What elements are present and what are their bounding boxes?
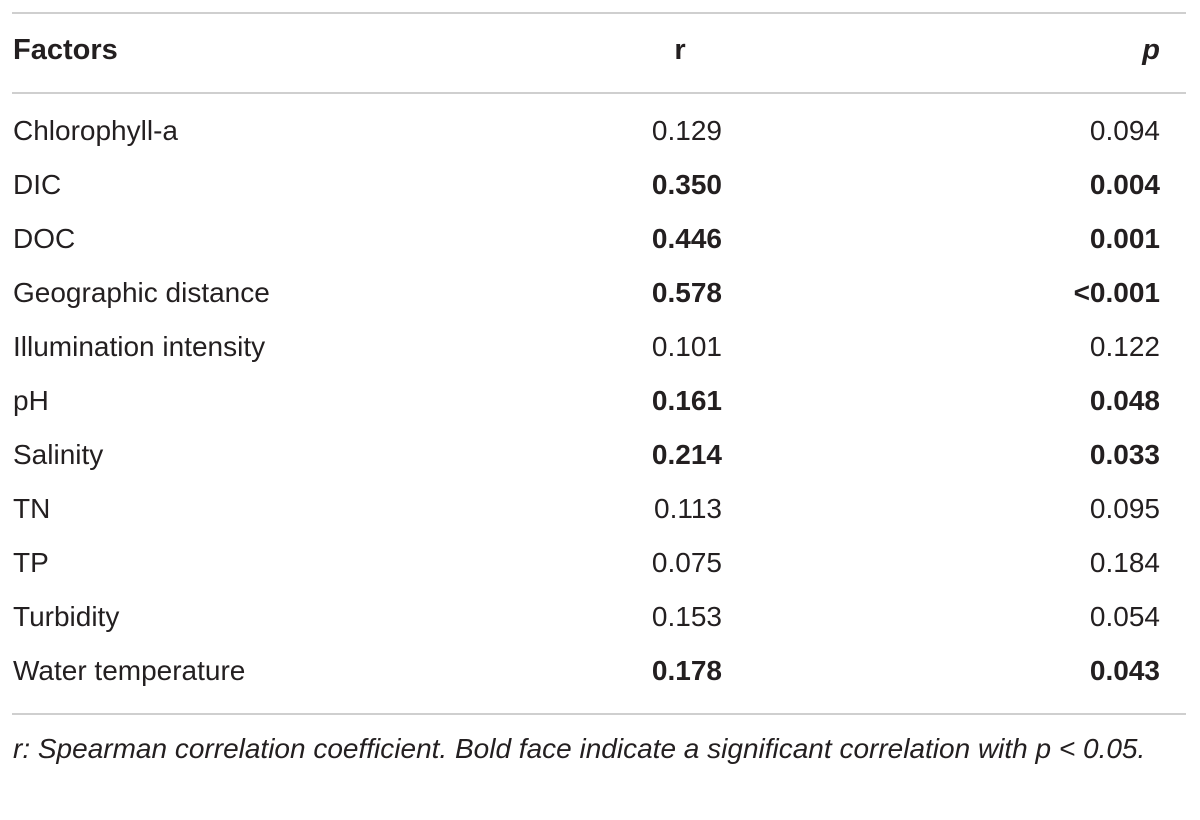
table-row: Illumination intensity 0.101 0.122 [0,321,1200,375]
table-row: DIC 0.350 0.004 [0,159,1200,213]
p-value-cell: 0.095 [1089,493,1160,524]
factor-cell: Turbidity [13,601,120,632]
p-value-cell: 0.054 [1089,601,1160,632]
table-bottom-rule [12,713,1186,715]
factor-cell: TN [13,493,51,524]
r-value-cell: 0.214 [651,439,722,470]
p-value-cell: 0.048 [1089,385,1160,416]
table-row: TP 0.075 0.184 [0,537,1200,591]
r-value-cell: 0.161 [651,385,722,416]
table-header: Factors r p [0,26,1200,78]
header-p: p [1142,34,1160,66]
r-value-cell: 0.178 [651,655,722,686]
table-row: DOC 0.446 0.001 [0,213,1200,267]
p-value-cell: 0.033 [1089,439,1160,470]
table-row: Salinity 0.214 0.033 [0,429,1200,483]
r-value-cell: 0.446 [651,223,722,254]
p-value-cell: 0.122 [1089,331,1160,362]
factor-cell: Water temperature [13,655,246,686]
factor-cell: pH [13,385,49,416]
factor-cell: Illumination intensity [13,331,266,362]
p-value-cell: 0.184 [1089,547,1160,578]
r-value-cell: 0.153 [651,601,722,632]
p-value-cell: 0.094 [1089,115,1160,146]
factor-cell: DOC [13,223,76,254]
p-value-cell: 0.004 [1089,169,1160,200]
factor-cell: Geographic distance [13,277,270,308]
table-top-rule [12,12,1186,14]
table-row: Geographic distance 0.578 <0.001 [0,267,1200,321]
table-body: Chlorophyll-a 0.129 0.094 DIC 0.350 0.004 DOC 0… [0,105,1200,699]
table-row: Water temperature 0.178 0.043 [0,645,1200,699]
table-row: Turbidity 0.153 0.054 [0,591,1200,645]
header-r: r [674,34,686,66]
factor-cell: TP [13,547,49,578]
r-value-cell: 0.113 [654,493,722,524]
p-value-cell: 0.043 [1089,655,1160,686]
table-row: pH 0.161 0.048 [0,375,1200,429]
r-value-cell: 0.101 [651,331,722,362]
r-value-cell: 0.129 [651,115,722,146]
r-value-cell: 0.578 [651,277,722,308]
table-row: Chlorophyll-a 0.129 0.094 [0,105,1200,159]
header-factors: Factors [13,34,118,66]
p-value-cell: <0.001 [1073,277,1160,308]
r-value-cell: 0.075 [651,547,722,578]
p-value-cell: 0.001 [1089,223,1160,254]
factor-cell: Chlorophyll-a [13,115,178,146]
table-row: TN 0.113 0.095 [0,483,1200,537]
table-header-rule [12,92,1186,94]
table-footnote: r: Spearman correlation coefficient. Bol… [13,733,1146,764]
factor-cell: Salinity [13,439,104,470]
factor-cell: DIC [13,169,62,200]
r-value-cell: 0.350 [651,169,722,200]
